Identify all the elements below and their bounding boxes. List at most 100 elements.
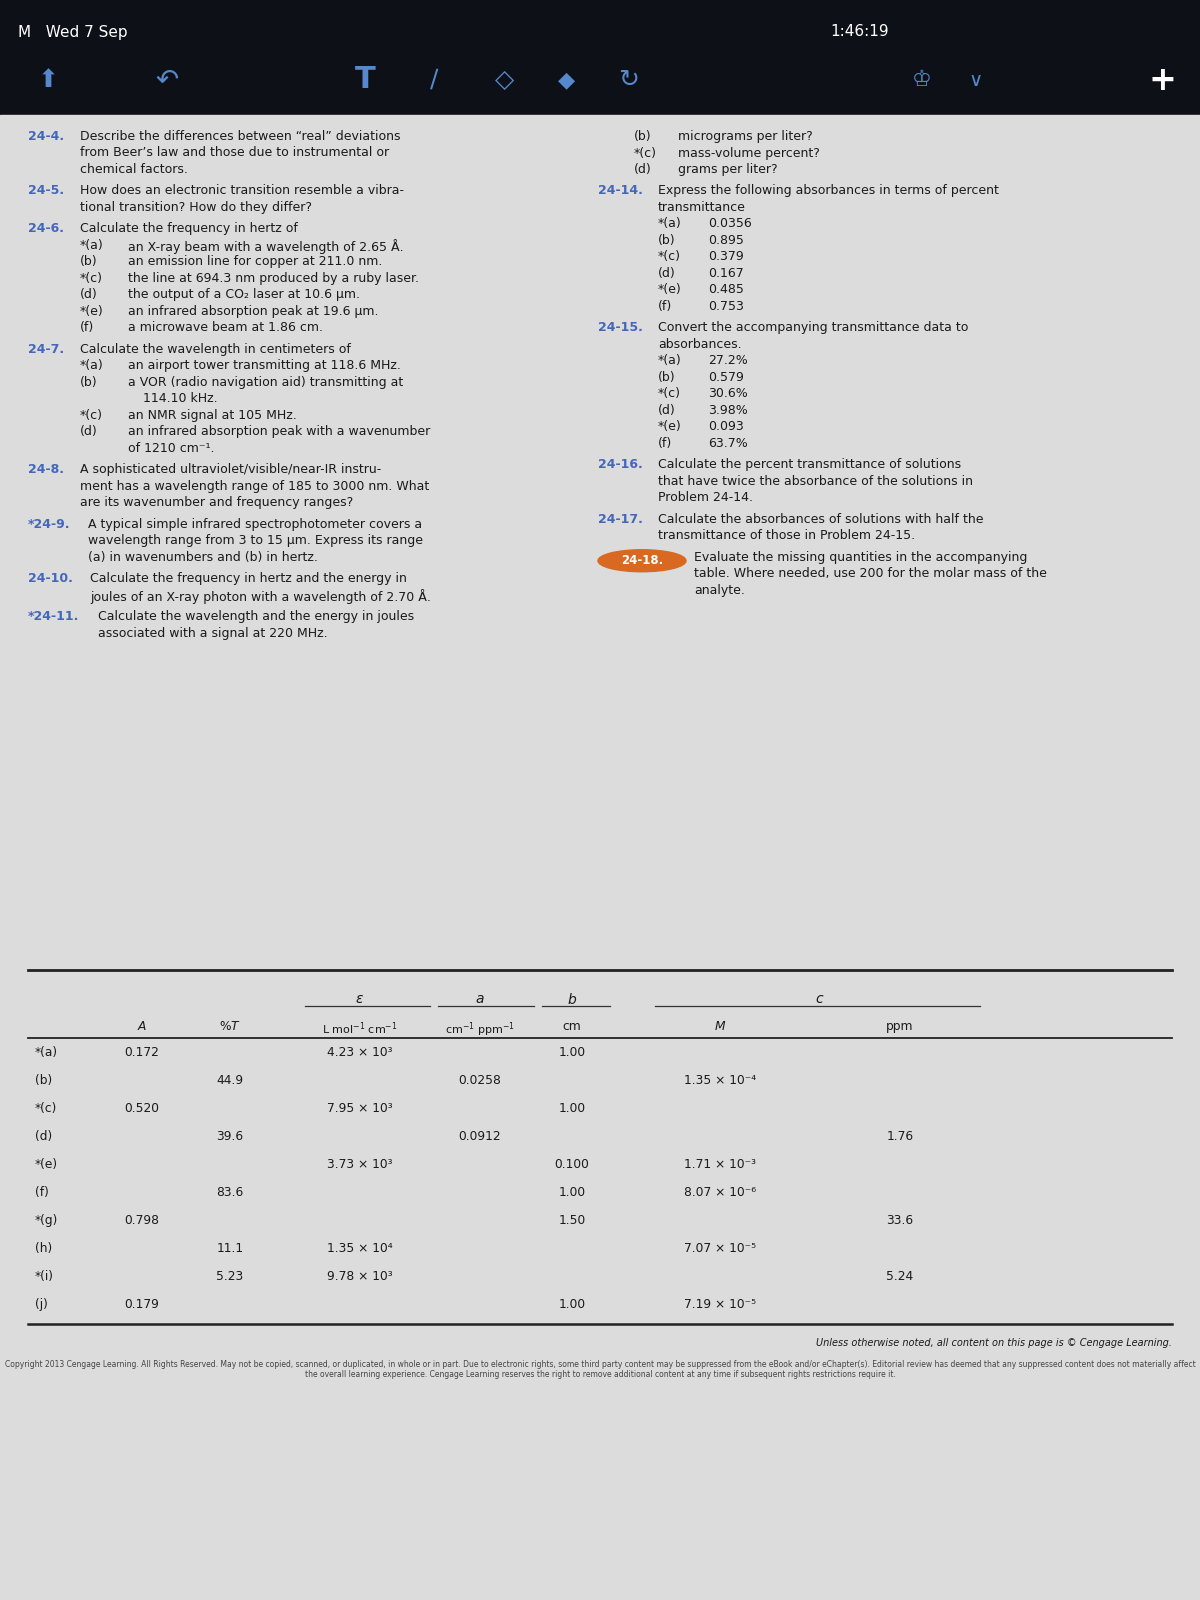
Text: (f): (f)	[80, 322, 95, 334]
Text: 0.0356: 0.0356	[708, 218, 751, 230]
Text: 1.00: 1.00	[558, 1046, 586, 1059]
Text: *24-11.: *24-11.	[28, 610, 79, 622]
Text: a microwave beam at 1.86 cm.: a microwave beam at 1.86 cm.	[128, 322, 323, 334]
Text: transmittance: transmittance	[658, 202, 746, 214]
Text: Copyright 2013 Cengage Learning. All Rights Reserved. May not be copied, scanned: Copyright 2013 Cengage Learning. All Rig…	[5, 1360, 1195, 1379]
Text: Calculate the wavelength in centimeters of: Calculate the wavelength in centimeters …	[80, 342, 350, 355]
Text: an NMR signal at 105 MHz.: an NMR signal at 105 MHz.	[128, 410, 296, 422]
Text: $A$: $A$	[137, 1021, 148, 1034]
Ellipse shape	[598, 550, 686, 571]
Text: (f): (f)	[658, 299, 672, 314]
Text: cm: cm	[563, 1021, 581, 1034]
Text: 44.9: 44.9	[216, 1074, 244, 1086]
Text: M: M	[715, 1021, 725, 1034]
Text: 1.71 × 10⁻³: 1.71 × 10⁻³	[684, 1158, 756, 1171]
Text: 0.167: 0.167	[708, 267, 744, 280]
Text: an infrared absorption peak with a wavenumber: an infrared absorption peak with a waven…	[128, 426, 431, 438]
Text: cm$^{-1}$ ppm$^{-1}$: cm$^{-1}$ ppm$^{-1}$	[445, 1021, 515, 1038]
Text: 3.73 × 10³: 3.73 × 10³	[328, 1158, 392, 1171]
Text: an emission line for copper at 211.0 nm.: an emission line for copper at 211.0 nm.	[128, 256, 383, 269]
Text: 24-18.: 24-18.	[620, 554, 664, 568]
Text: 0.100: 0.100	[554, 1158, 589, 1171]
Text: 0.379: 0.379	[708, 251, 744, 264]
Text: M   Wed 7 Sep: M Wed 7 Sep	[18, 24, 127, 40]
Text: from Beer’s law and those due to instrumental or: from Beer’s law and those due to instrum…	[80, 147, 389, 160]
Text: 114.10 kHz.: 114.10 kHz.	[143, 392, 217, 405]
Text: (d): (d)	[634, 163, 652, 176]
Text: 0.0912: 0.0912	[458, 1130, 502, 1142]
Text: tional transition? How do they differ?: tional transition? How do they differ?	[80, 202, 312, 214]
Text: 63.7%: 63.7%	[708, 437, 748, 450]
Text: ↻: ↻	[618, 67, 640, 91]
Text: *(c): *(c)	[634, 147, 658, 160]
Text: 1.00: 1.00	[558, 1102, 586, 1115]
Text: 39.6: 39.6	[216, 1130, 244, 1142]
Text: 4.23 × 10³: 4.23 × 10³	[328, 1046, 392, 1059]
Bar	[0, 0, 1200, 115]
Text: Unless otherwise noted, all content on this page is © Cengage Learning.: Unless otherwise noted, all content on t…	[816, 1338, 1172, 1347]
Text: *(e): *(e)	[35, 1158, 58, 1171]
Text: A typical simple infrared spectrophotometer covers a: A typical simple infrared spectrophotome…	[88, 518, 422, 531]
Text: 1.35 × 10⁴: 1.35 × 10⁴	[328, 1242, 392, 1254]
Text: *(c): *(c)	[658, 251, 682, 264]
Text: transmittance of those in Problem 24-15.: transmittance of those in Problem 24-15.	[658, 530, 916, 542]
Text: the output of a CO₂ laser at 10.6 μm.: the output of a CO₂ laser at 10.6 μm.	[128, 288, 360, 301]
Text: 1:46:19: 1:46:19	[830, 24, 889, 40]
Text: 7.07 × 10⁻⁵: 7.07 × 10⁻⁵	[684, 1242, 756, 1254]
Text: a VOR (radio navigation aid) transmitting at: a VOR (radio navigation aid) transmittin…	[128, 376, 403, 389]
Text: Evaluate the missing quantities in the accompanying: Evaluate the missing quantities in the a…	[694, 550, 1027, 563]
Text: $b$: $b$	[566, 992, 577, 1006]
Text: ppm: ppm	[887, 1021, 913, 1034]
Text: are its wavenumber and frequency ranges?: are its wavenumber and frequency ranges?	[80, 496, 353, 509]
Text: +: +	[1148, 64, 1176, 96]
Text: Describe the differences between “real” deviations: Describe the differences between “real” …	[80, 130, 401, 142]
Text: (b): (b)	[80, 376, 97, 389]
Text: 1.00: 1.00	[558, 1298, 586, 1310]
Text: analyte.: analyte.	[694, 584, 745, 597]
Text: an infrared absorption peak at 19.6 μm.: an infrared absorption peak at 19.6 μm.	[128, 306, 378, 318]
Text: *(e): *(e)	[658, 421, 682, 434]
Text: ∕: ∕	[430, 67, 438, 91]
Text: (d): (d)	[658, 267, 676, 280]
Text: 7.19 × 10⁻⁵: 7.19 × 10⁻⁵	[684, 1298, 756, 1310]
Text: (b): (b)	[658, 234, 676, 246]
Text: Calculate the absorbances of solutions with half the: Calculate the absorbances of solutions w…	[658, 512, 984, 526]
Text: 24-15.: 24-15.	[598, 322, 643, 334]
Text: (b): (b)	[80, 256, 97, 269]
Text: (f): (f)	[658, 437, 672, 450]
Text: 0.753: 0.753	[708, 299, 744, 314]
Text: (h): (h)	[35, 1242, 53, 1254]
Text: ↶: ↶	[155, 66, 179, 94]
Text: Calculate the frequency in hertz and the energy in: Calculate the frequency in hertz and the…	[90, 573, 407, 586]
Text: 0.485: 0.485	[708, 283, 744, 296]
Text: (j): (j)	[35, 1298, 48, 1310]
Text: 8.07 × 10⁻⁶: 8.07 × 10⁻⁶	[684, 1186, 756, 1198]
Text: micrograms per liter?: micrograms per liter?	[678, 130, 812, 142]
Text: joules of an X-ray photon with a wavelength of 2.70 Å.: joules of an X-ray photon with a wavelen…	[90, 589, 431, 603]
Text: Calculate the wavelength and the energy in joules: Calculate the wavelength and the energy …	[98, 610, 414, 622]
Text: ⬆: ⬆	[38, 67, 59, 91]
Text: 0.520: 0.520	[125, 1102, 160, 1115]
Text: mass-volume percent?: mass-volume percent?	[678, 147, 820, 160]
Text: $a$: $a$	[475, 992, 485, 1006]
Text: of 1210 cm⁻¹.: of 1210 cm⁻¹.	[128, 442, 215, 454]
Text: A sophisticated ultraviolet/visible/near-IR instru-: A sophisticated ultraviolet/visible/near…	[80, 464, 382, 477]
Text: (d): (d)	[80, 426, 97, 438]
Text: the line at 694.3 nm produced by a ruby laser.: the line at 694.3 nm produced by a ruby …	[128, 272, 419, 285]
Text: Calculate the frequency in hertz of: Calculate the frequency in hertz of	[80, 222, 298, 235]
Text: 27.2%: 27.2%	[708, 355, 748, 368]
Text: associated with a signal at 220 MHz.: associated with a signal at 220 MHz.	[98, 627, 328, 640]
Text: 24-7.: 24-7.	[28, 342, 64, 355]
Text: 11.1: 11.1	[216, 1242, 244, 1254]
Text: (a) in wavenumbers and (b) in hertz.: (a) in wavenumbers and (b) in hertz.	[88, 550, 318, 563]
Text: *(a): *(a)	[35, 1046, 58, 1059]
Text: *(e): *(e)	[658, 283, 682, 296]
Text: grams per liter?: grams per liter?	[678, 163, 778, 176]
Text: 24-5.: 24-5.	[28, 184, 64, 197]
Text: 0.0258: 0.0258	[458, 1074, 502, 1086]
Text: 0.179: 0.179	[125, 1298, 160, 1310]
Text: 5.23: 5.23	[216, 1270, 244, 1283]
Text: *(g): *(g)	[35, 1214, 59, 1227]
Text: 0.895: 0.895	[708, 234, 744, 246]
Text: (b): (b)	[35, 1074, 53, 1086]
